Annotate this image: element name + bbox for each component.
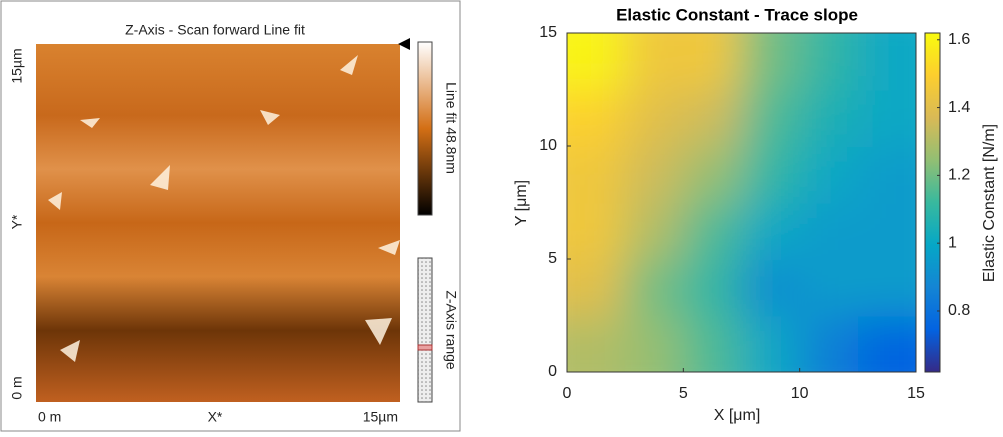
y-tick-label: 15: [539, 24, 557, 41]
afm-colorbar: [417, 41, 433, 216]
heatmap-chart: Elastic Constant - Trace slope X [μm] Y …: [513, 5, 998, 424]
heatmap-cell: [857, 33, 916, 91]
colorbar-tick-label: 1.2: [948, 167, 970, 184]
y-bottom-label: 0 m: [9, 376, 25, 399]
heatmap-cell: [567, 33, 627, 91]
heatmap-cell: [625, 146, 685, 204]
heatmap-cell: [683, 146, 743, 204]
plot-frame: [566, 32, 917, 373]
heatmap-cell: [857, 146, 916, 204]
marker: [398, 38, 410, 50]
afm-panel: Z-Axis - Scan forward Line fit 15µm Y* 0…: [0, 0, 461, 432]
heatmap-cell: [567, 259, 627, 317]
x-axis-label: X*: [208, 409, 223, 425]
heatmap-cell: [625, 315, 685, 372]
colorbar-title: Elastic Constant [N/m]: [981, 124, 998, 282]
colorbar-tick-label: 1.4: [948, 99, 970, 116]
heatmap-cell: [799, 202, 859, 260]
heatmap-cell: [799, 259, 859, 317]
heatmap-cell: [567, 146, 627, 204]
heatmap-cell: [683, 259, 743, 317]
y-top-label: 15µm: [9, 48, 25, 83]
heatmap-cell: [683, 315, 743, 372]
range-bar: [417, 257, 433, 403]
heatmap-cell: [625, 202, 685, 260]
colorbar-label: Line fit 48.8nm: [443, 82, 459, 174]
y-tick-label: 0: [548, 363, 557, 380]
x-left-label: 0 m: [38, 409, 61, 425]
panel-title: Z-Axis - Scan forward Line fit: [125, 22, 305, 38]
heatmap-cell: [741, 315, 801, 372]
afm-features: [48, 55, 400, 362]
heatmap-cell: [857, 259, 916, 317]
y-axis-label: Y*: [9, 214, 25, 229]
y-axis-title: Y [μm]: [513, 180, 530, 226]
y-tick-label: 5: [548, 250, 557, 267]
x-tick-label: 15: [907, 385, 925, 402]
heatmap-cells: [567, 33, 916, 372]
heatmap-cell: [741, 89, 801, 147]
heatmap-cell: [567, 315, 627, 372]
heatmap-cell: [625, 33, 685, 91]
heatmap-cell: [857, 89, 916, 147]
x-right-label: 15µm: [363, 409, 398, 425]
heatmap-cell: [625, 259, 685, 317]
heatmap-cell: [799, 315, 859, 372]
heatmap-cell: [567, 202, 627, 260]
heatmap-cell: [625, 89, 685, 147]
heatmap-smooth: [567, 33, 916, 372]
heatmap-cell: [567, 89, 627, 147]
heatmap-cell: [741, 33, 801, 91]
x-tick-label: 0: [563, 385, 572, 402]
heatmap-cell: [741, 259, 801, 317]
y-tick-label: 10: [539, 137, 557, 154]
heatmap-cell: [857, 202, 916, 260]
range-label: Z-Axis range: [443, 290, 459, 370]
heatmap-cell: [683, 89, 743, 147]
heatmap-cell: [683, 33, 743, 91]
chart-title: Elastic Constant - Trace slope: [616, 5, 858, 24]
x-tick-label: 10: [791, 385, 809, 402]
heatmap-cell: [683, 202, 743, 260]
colorbar: [924, 32, 941, 373]
heatmap-cell: [799, 146, 859, 204]
heatmap-cell: [741, 202, 801, 260]
heatmap-cell: [857, 315, 916, 372]
x-tick-label: 5: [679, 385, 688, 402]
colorbar-tick-label: 1: [948, 234, 957, 251]
heatmap-cell: [799, 89, 859, 147]
colorbar-tick-label: 1.6: [948, 31, 970, 48]
heatmap-cell: [799, 33, 859, 91]
heatmap-cell: [741, 146, 801, 204]
range-marker: [417, 344, 433, 351]
x-axis-title: X [μm]: [714, 407, 761, 424]
colorbar-tick-label: 0.8: [948, 302, 970, 319]
afm-image: [36, 44, 400, 402]
